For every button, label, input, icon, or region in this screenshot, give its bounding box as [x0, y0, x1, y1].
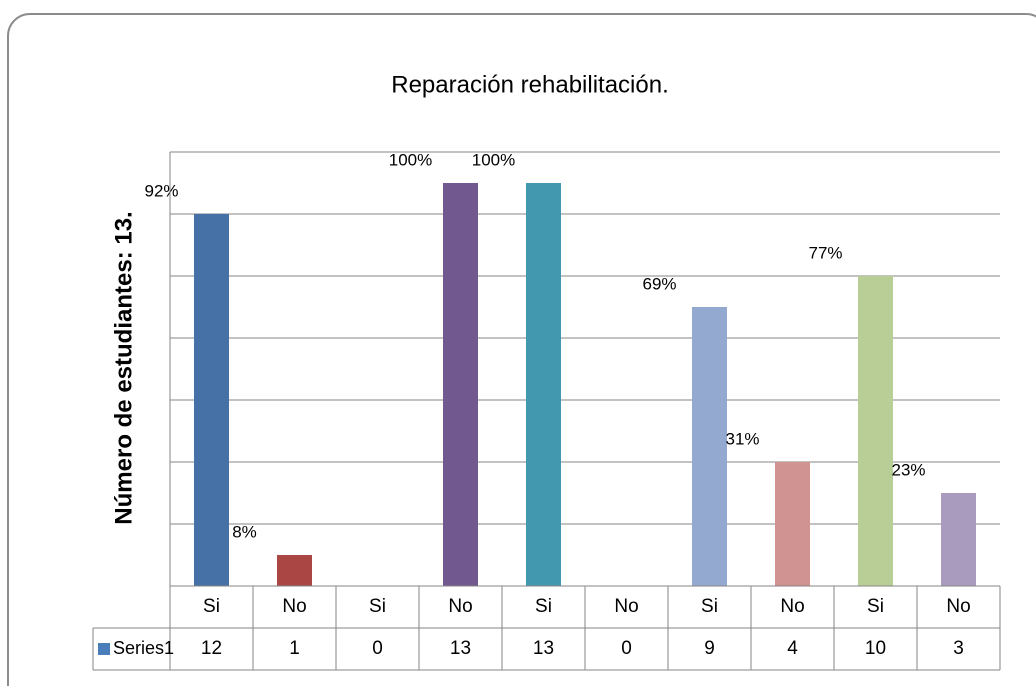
table-value: 9	[704, 638, 715, 659]
data-label: 8%	[232, 522, 257, 541]
bar	[692, 307, 727, 586]
table-value: 13	[450, 638, 471, 659]
x-tick-label: No	[448, 596, 472, 617]
data-label: 100%	[472, 150, 515, 169]
bar	[194, 214, 229, 586]
data-label: 69%	[642, 274, 676, 293]
data-label: 77%	[808, 243, 842, 262]
x-tick-label: Si	[535, 596, 552, 617]
table-value: 13	[533, 638, 554, 659]
bar	[277, 555, 312, 586]
table-value: 4	[787, 638, 798, 659]
x-tick-label: Si	[203, 596, 220, 617]
legend-label: Series1	[113, 638, 174, 658]
x-tick-label: No	[946, 596, 970, 617]
bar	[443, 183, 478, 586]
chart-title: Reparación rehabilitación.	[391, 71, 669, 98]
table-value: 12	[201, 638, 222, 659]
bar	[858, 276, 893, 586]
table-value: 3	[953, 638, 964, 659]
data-label: 23%	[891, 460, 925, 479]
legend-key	[98, 643, 110, 655]
table-value: 10	[865, 638, 886, 659]
table-value: 1	[289, 638, 300, 659]
x-tick-label: Si	[867, 596, 884, 617]
data-label: 92%	[144, 181, 178, 200]
x-tick-label: No	[614, 596, 638, 617]
x-tick-label: No	[282, 596, 306, 617]
data-label: 31%	[725, 429, 759, 448]
x-tick-label: Si	[369, 596, 386, 617]
y-axis-label: Número de estudiantes: 13.	[110, 211, 137, 524]
bar	[775, 462, 810, 586]
table-value: 0	[621, 638, 632, 659]
bar	[941, 493, 976, 586]
x-tick-label: Si	[701, 596, 718, 617]
bar	[526, 183, 561, 586]
x-tick-label: No	[780, 596, 804, 617]
table-value: 0	[372, 638, 383, 659]
data-label: 100%	[389, 150, 432, 169]
